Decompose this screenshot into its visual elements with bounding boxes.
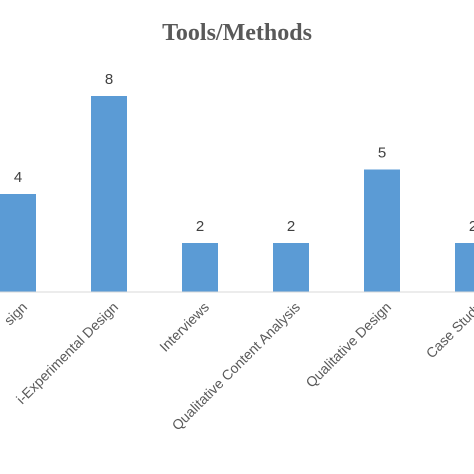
bar [364,169,400,292]
x-tick-label: i-Experimental Design [13,299,121,407]
x-tick-label: Qualitative Design [302,299,394,391]
x-tick-label: Case Study [423,299,474,361]
data-label: 5 [378,145,386,162]
chart-title: Tools/Methods [162,20,312,46]
x-tick-label: sign [1,299,30,328]
x-tick-label: Interviews [156,299,212,355]
bar [182,243,218,292]
bar [91,96,127,292]
data-label: 2 [196,218,204,235]
data-label: 8 [105,71,113,88]
data-label: 4 [14,169,22,186]
bars-layer [0,96,474,292]
data-label: 2 [287,218,295,235]
bar [455,243,474,292]
bar [273,243,309,292]
bar [0,194,36,292]
data-labels-layer: 4 8 2 2 5 2 [14,71,474,235]
data-label: 2 [469,218,474,235]
